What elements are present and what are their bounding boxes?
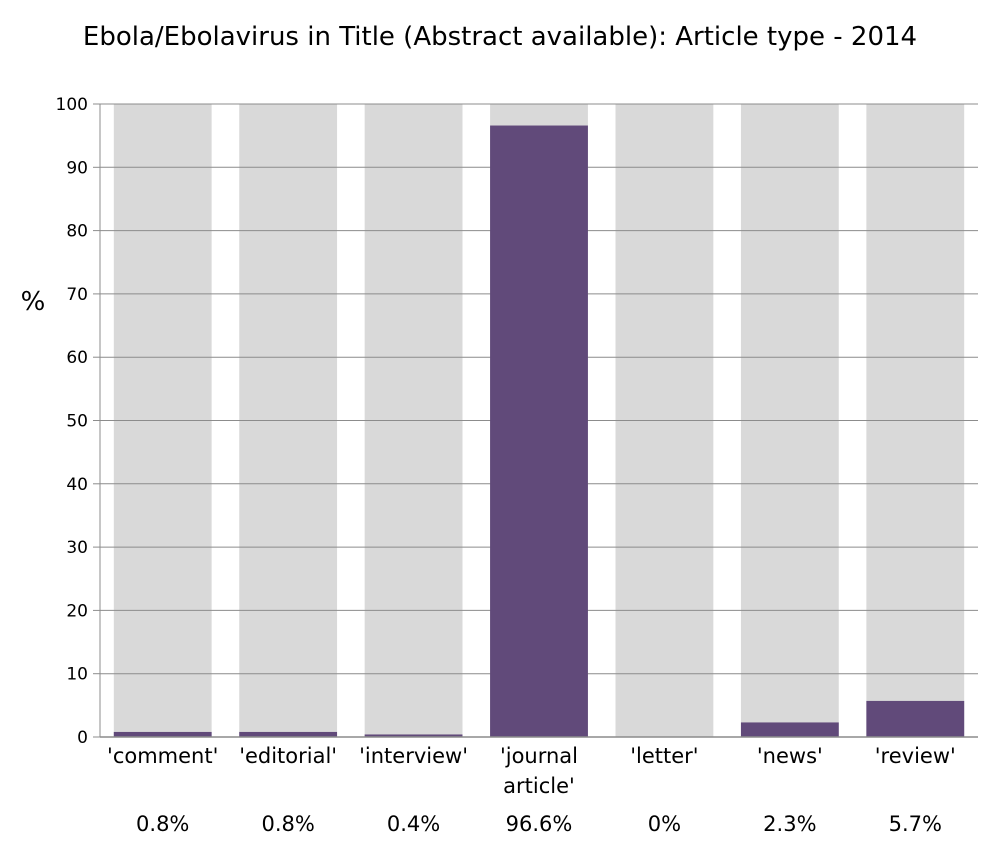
y-tick-label: 20 — [66, 601, 88, 621]
value-label: 96.6% — [506, 812, 573, 836]
bar — [239, 731, 338, 737]
y-tick-label: 30 — [66, 538, 88, 558]
y-tick-label: 50 — [66, 412, 88, 432]
y-axis-label: % — [21, 287, 46, 317]
category-label: 'journal article' — [500, 744, 578, 798]
value-label: 0.8% — [261, 812, 314, 836]
y-tick-label: 80 — [66, 222, 88, 242]
value-label: 2.3% — [763, 812, 816, 836]
value-label: 0.4% — [387, 812, 440, 836]
category-label: 'comment' — [107, 744, 218, 768]
bar — [740, 722, 839, 737]
bar — [364, 734, 463, 737]
bar — [866, 700, 965, 737]
y-tick-label: 90 — [66, 158, 88, 178]
value-label: 5.7% — [889, 812, 942, 836]
category-label: 'interview' — [359, 744, 468, 768]
y-tick-label: 10 — [66, 665, 88, 685]
category-label: 'editorial' — [239, 744, 337, 768]
bar — [113, 731, 212, 737]
category-label: 'letter' — [630, 744, 698, 768]
value-label: 0.8% — [136, 812, 189, 836]
y-tick-label: 70 — [66, 285, 88, 305]
y-tick-label: 40 — [66, 475, 88, 495]
y-tick-label: 60 — [66, 348, 88, 368]
chart-title: Ebola/Ebolavirus in Title (Abstract avai… — [82, 22, 918, 52]
y-tick-label: 0 — [77, 728, 88, 748]
category-label: 'news' — [757, 744, 823, 768]
y-tick-label: 100 — [56, 95, 88, 115]
value-label: 0% — [648, 812, 681, 836]
category-label: 'review' — [875, 744, 956, 768]
bar — [490, 125, 588, 738]
